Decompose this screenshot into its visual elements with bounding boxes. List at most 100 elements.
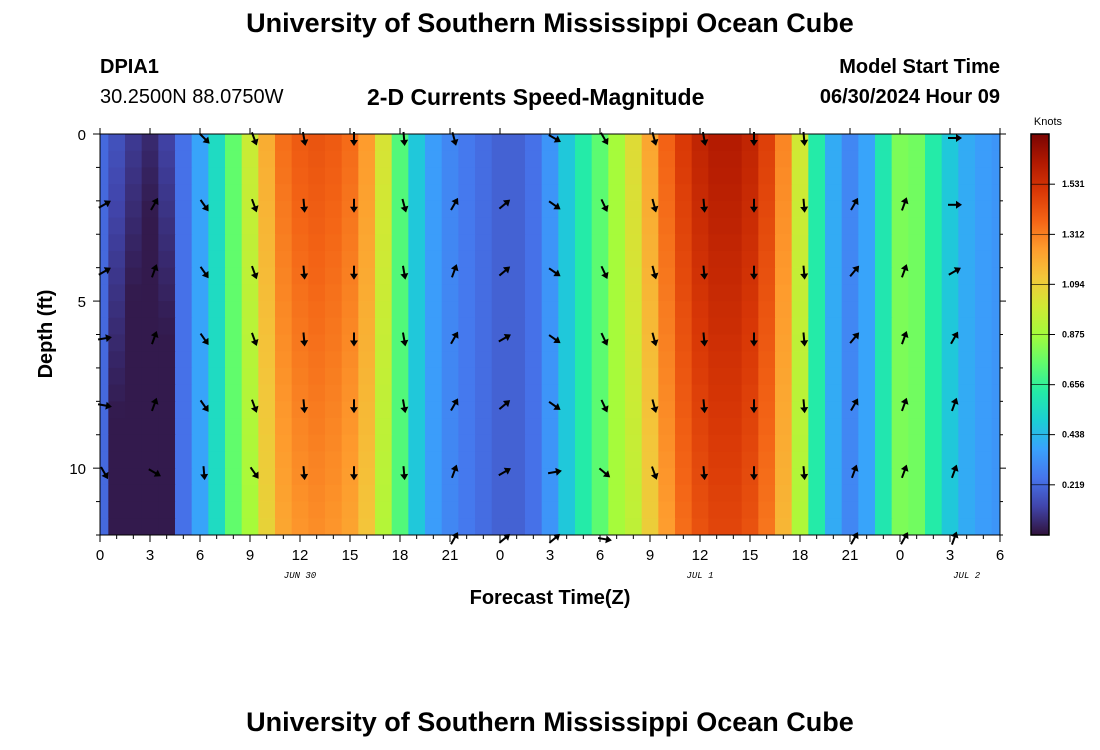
heatmap-cell <box>100 434 109 453</box>
heatmap-cell <box>975 384 993 402</box>
heatmap-cell <box>958 334 976 352</box>
heatmap-cell <box>125 184 143 202</box>
current-arrow <box>700 466 709 481</box>
heatmap-cell <box>475 267 493 285</box>
heatmap-cell <box>158 134 176 152</box>
heatmap-cell <box>358 434 376 453</box>
heatmap-cell <box>375 401 393 419</box>
heatmap-cell <box>808 418 826 436</box>
heatmap-cell <box>241 217 259 235</box>
current-arrow <box>547 467 562 476</box>
heatmap-cell <box>958 518 976 535</box>
heatmap-cell <box>808 451 826 469</box>
heatmap-cell <box>608 234 626 252</box>
heatmap-cell <box>908 384 926 402</box>
heatmap-cell <box>141 284 159 302</box>
current-arrow <box>600 198 609 213</box>
heatmap-cell <box>625 317 643 336</box>
heatmap-cell <box>591 501 609 519</box>
heatmap-cell <box>158 518 176 535</box>
heatmap-cell <box>191 217 209 235</box>
heatmap-cell <box>558 184 576 202</box>
heatmap-cell <box>641 451 659 469</box>
heatmap-cell <box>558 167 576 185</box>
heatmap-cell <box>375 468 393 486</box>
heatmap-cell <box>358 250 376 269</box>
heatmap-cell <box>441 384 459 402</box>
heatmap-cell <box>175 200 193 219</box>
heatmap-cell <box>441 184 459 202</box>
heatmap-cell <box>575 334 593 352</box>
heatmap-cell <box>425 167 443 185</box>
heatmap-cell <box>975 418 993 436</box>
current-arrow <box>150 264 159 278</box>
heatmap-cell <box>725 167 743 185</box>
heatmap-cell <box>725 351 743 369</box>
heatmap-cell <box>358 351 376 369</box>
heatmap-cell <box>541 418 559 436</box>
heatmap-cell <box>708 250 726 269</box>
heatmap-cell <box>558 484 576 503</box>
heatmap-cell <box>275 250 293 269</box>
heatmap-cell <box>991 200 1000 219</box>
heatmap-cell <box>225 418 243 436</box>
heatmap-cell <box>541 250 559 269</box>
heatmap-cell <box>608 434 626 453</box>
heatmap-cell <box>108 401 126 419</box>
heatmap-cell <box>591 217 609 235</box>
heatmap-cell <box>775 401 793 419</box>
heatmap-cell <box>458 250 476 269</box>
heatmap-cell <box>941 234 959 252</box>
heatmap-cell <box>541 351 559 369</box>
heatmap-cell <box>558 134 576 152</box>
heatmap-cell <box>475 484 493 503</box>
x-tick-label: 9 <box>246 547 254 564</box>
heatmap-cell <box>741 518 759 535</box>
heatmap-cell <box>325 301 343 319</box>
heatmap-cell <box>291 418 309 436</box>
heatmap-cell <box>925 501 943 519</box>
heatmap-cell <box>875 167 893 185</box>
heatmap-cell <box>858 501 876 519</box>
heatmap-cell <box>675 217 693 235</box>
heatmap-cell <box>108 334 126 352</box>
heatmap-cell <box>775 200 793 219</box>
heatmap-cell <box>708 518 726 535</box>
current-arrow <box>300 466 309 481</box>
heatmap-cell <box>275 501 293 519</box>
heatmap-cell <box>741 184 759 202</box>
heatmap-cell <box>558 384 576 402</box>
heatmap-cell <box>875 217 893 235</box>
heatmap-cell <box>408 384 426 402</box>
heatmap-cell <box>608 334 626 352</box>
heatmap-cell <box>558 351 576 369</box>
heatmap-cell <box>125 501 143 519</box>
heatmap-cell <box>100 167 109 185</box>
heatmap-cell <box>241 317 259 336</box>
heatmap-cell <box>891 150 909 169</box>
heatmap-cell <box>208 367 226 386</box>
colorbar-tick-label: 0.875 <box>1062 330 1085 340</box>
heatmap-cell <box>308 468 326 486</box>
heatmap-cell <box>841 150 859 169</box>
heatmap-cell <box>775 284 793 302</box>
current-arrow <box>548 200 561 210</box>
heatmap-cell <box>100 384 109 402</box>
heatmap-cell <box>308 200 326 219</box>
heatmap-cell <box>625 200 643 219</box>
heatmap-cell <box>100 518 109 535</box>
heatmap-cell <box>408 250 426 269</box>
heatmap-cell <box>858 434 876 453</box>
heatmap-cell <box>891 518 909 535</box>
heatmap-cell <box>541 451 559 469</box>
heatmap-cell <box>608 184 626 202</box>
heatmap-cell <box>575 468 593 486</box>
heatmap-cell <box>208 484 226 503</box>
heatmap-cell <box>991 184 1000 202</box>
heatmap-cell <box>741 284 759 302</box>
heatmap-cell <box>858 301 876 319</box>
heatmap-cell <box>325 468 343 486</box>
heatmap-cell <box>475 351 493 369</box>
current-arrow <box>849 265 860 277</box>
heatmap-cell <box>825 351 843 369</box>
